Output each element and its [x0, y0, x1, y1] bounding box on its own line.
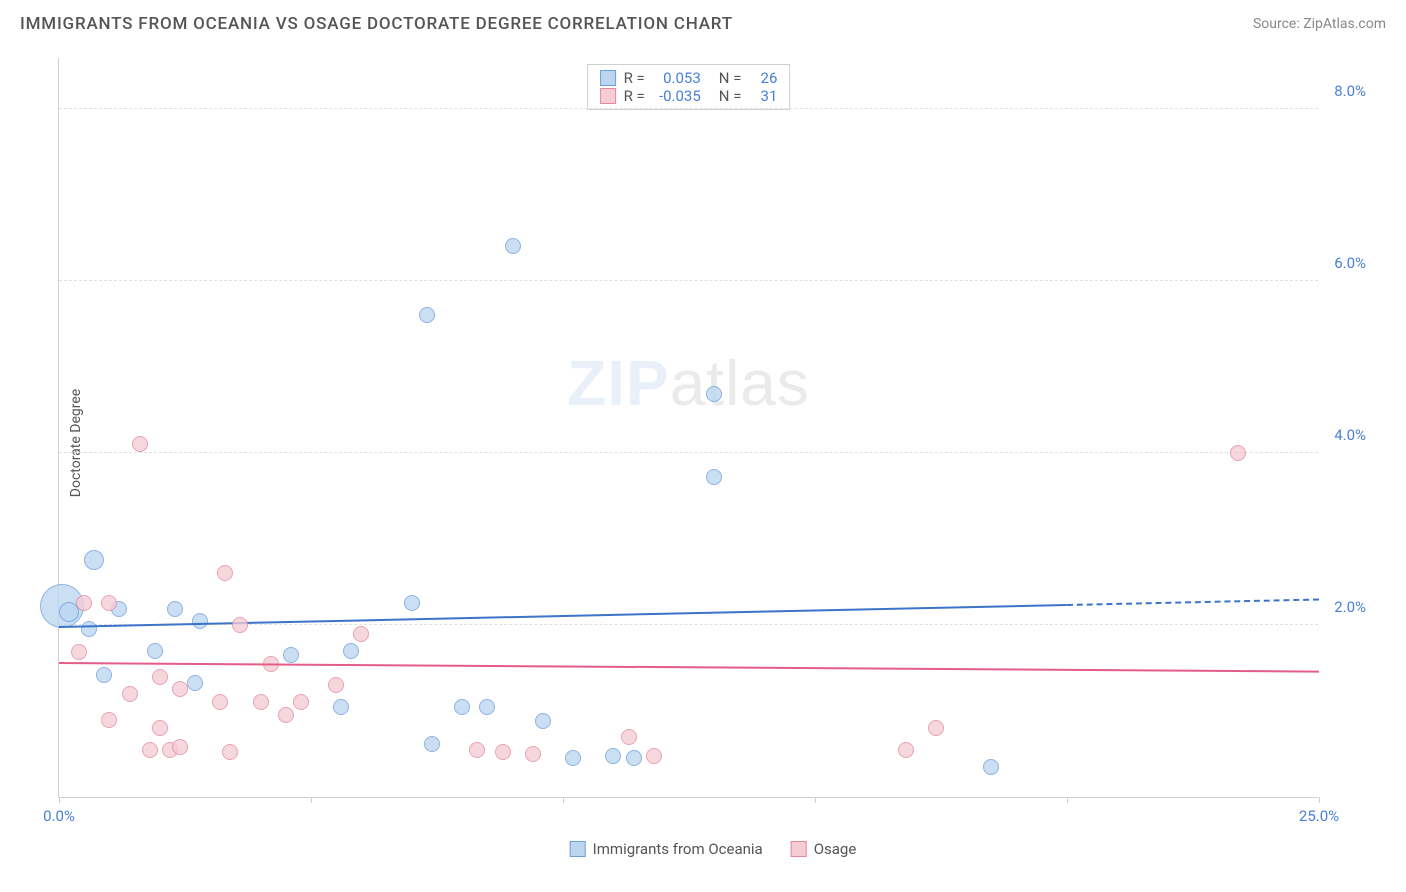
data-point: [626, 750, 642, 766]
data-point: [621, 729, 637, 745]
data-point: [187, 675, 203, 691]
data-point: [328, 677, 344, 693]
grid-line: [59, 452, 1318, 453]
x-tick: [563, 797, 564, 803]
data-point: [928, 720, 944, 736]
data-point: [605, 748, 621, 764]
chart-title: IMMIGRANTS FROM OCEANIA VS OSAGE DOCTORA…: [20, 14, 733, 34]
data-point: [101, 712, 117, 728]
data-point: [535, 713, 551, 729]
data-point: [152, 669, 168, 685]
scatter-plot: ZIPatlas R =0.053N =26R =-0.035N =31 2.0…: [58, 58, 1318, 798]
data-point: [232, 617, 248, 633]
data-point: [283, 647, 299, 663]
data-point: [167, 601, 183, 617]
data-point: [162, 742, 178, 758]
data-point: [479, 699, 495, 715]
legend-label: Osage: [814, 840, 857, 858]
watermark: ZIPatlas: [567, 346, 810, 420]
data-point: [646, 748, 662, 764]
grid-line: [59, 108, 1318, 109]
data-point: [983, 759, 999, 775]
data-point: [96, 667, 112, 683]
chart-header: IMMIGRANTS FROM OCEANIA VS OSAGE DOCTORA…: [0, 0, 1406, 44]
data-point: [1230, 445, 1246, 461]
data-point: [84, 550, 104, 570]
x-tick: [815, 797, 816, 803]
data-point: [419, 307, 435, 323]
data-point: [172, 681, 188, 697]
y-tick-label: 6.0%: [1334, 254, 1366, 272]
stat-n-label: N =: [719, 69, 742, 87]
chart-area: Doctorate Degree ZIPatlas R =0.053N =26R…: [58, 58, 1368, 828]
data-point: [505, 238, 521, 254]
data-point: [353, 626, 369, 642]
y-tick-label: 8.0%: [1334, 82, 1366, 100]
legend-item: Immigrants from Oceania: [570, 840, 763, 858]
data-point: [424, 736, 440, 752]
y-tick-label: 2.0%: [1334, 598, 1366, 616]
legend-swatch: [600, 88, 616, 104]
legend-swatch: [600, 70, 616, 86]
stat-r-value: -0.035: [653, 87, 701, 105]
legend-stats-row: R = 0.053 N = 26: [600, 69, 778, 87]
trend-line: [59, 662, 1319, 673]
data-point: [192, 613, 208, 629]
y-tick-label: 4.0%: [1334, 426, 1366, 444]
data-point: [147, 643, 163, 659]
data-point: [343, 643, 359, 659]
legend-item: Osage: [791, 840, 857, 858]
x-tick: [1067, 797, 1068, 803]
data-point: [898, 742, 914, 758]
stat-r-label: R =: [624, 69, 645, 87]
data-point: [101, 595, 117, 611]
data-point: [172, 739, 188, 755]
x-tick-label: 25.0%: [1299, 807, 1339, 825]
legend-swatch: [570, 841, 586, 857]
data-point: [217, 565, 233, 581]
stat-n-label: N =: [719, 87, 742, 105]
legend-label: Immigrants from Oceania: [593, 840, 763, 858]
legend-swatch: [791, 841, 807, 857]
legend-stats-row: R = -0.035 N = 31: [600, 87, 778, 105]
data-point: [454, 699, 470, 715]
x-tick-label: 0.0%: [43, 807, 75, 825]
data-point: [293, 694, 309, 710]
grid-line: [59, 624, 1318, 625]
data-point: [404, 595, 420, 611]
data-point: [76, 595, 92, 611]
data-point: [142, 742, 158, 758]
stat-n-value: 31: [749, 87, 777, 105]
data-point: [253, 694, 269, 710]
data-point: [565, 750, 581, 766]
data-point: [152, 720, 168, 736]
trend-line: [1067, 599, 1319, 607]
data-point: [278, 707, 294, 723]
stat-n-value: 26: [749, 69, 777, 87]
legend-stats-box: R = 0.053 N = 26 R = -0.035 N = 31: [587, 64, 791, 110]
data-point: [132, 436, 148, 452]
grid-line: [59, 280, 1318, 281]
data-point: [525, 746, 541, 762]
data-point: [495, 744, 511, 760]
stat-r-label: R =: [624, 87, 645, 105]
x-tick: [311, 797, 312, 803]
data-point: [59, 602, 79, 622]
data-point: [71, 644, 87, 660]
x-tick: [59, 797, 60, 803]
x-tick: [1319, 797, 1320, 803]
data-point: [706, 469, 722, 485]
data-point: [222, 744, 238, 760]
data-point: [40, 584, 84, 628]
chart-source: Source: ZipAtlas.com: [1253, 16, 1386, 32]
legend-bottom: Immigrants from Oceania Osage: [570, 840, 857, 858]
data-point: [122, 686, 138, 702]
stat-r-value: 0.053: [653, 69, 701, 87]
data-point: [333, 699, 349, 715]
data-point: [469, 742, 485, 758]
data-point: [111, 601, 127, 617]
data-point: [212, 694, 228, 710]
data-point: [706, 386, 722, 402]
